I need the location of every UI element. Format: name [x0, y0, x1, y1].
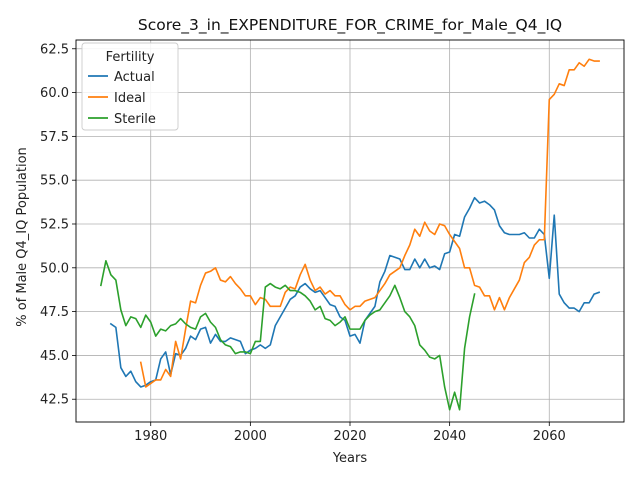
- legend-label-sterile: Sterile: [114, 112, 156, 127]
- y-tick-label: 57.5: [40, 130, 69, 145]
- legend: Fertility Actual Ideal Sterile: [81, 42, 179, 131]
- legend-title: Fertility: [106, 50, 155, 65]
- legend-label-actual: Actual: [114, 70, 155, 85]
- y-tick-label: 60.0: [40, 86, 69, 101]
- x-tick-label: 1980: [134, 429, 167, 444]
- y-tick-label: 45.0: [40, 349, 69, 364]
- y-tick-label: 55.0: [40, 174, 69, 189]
- x-tick-label: 2020: [333, 429, 366, 444]
- x-tick-label: 2040: [433, 429, 466, 444]
- y-tick-label: 52.5: [40, 217, 69, 232]
- series-line-sterile: [99, 259, 476, 411]
- series-line-actual: [109, 196, 601, 388]
- y-tick-label: 62.5: [40, 42, 69, 57]
- series-line-ideal: [139, 58, 600, 388]
- x-axis-ticks: 1980 2000 2020 2040 2060: [134, 422, 566, 444]
- y-axis-ticks: 42.5 45.0 47.5 50.0 52.5 55.0 57.5 60.0 62.5: [40, 42, 76, 408]
- chart-title: Score_3_in_EXPENDITURE_FOR_CRIME_for_Mal…: [138, 16, 562, 35]
- series-lines: [99, 58, 601, 411]
- x-tick-label: 2060: [533, 429, 566, 444]
- y-tick-label: 50.0: [40, 261, 69, 276]
- grid: [76, 40, 624, 422]
- y-tick-label: 47.5: [40, 305, 69, 320]
- legend-box: [81, 42, 179, 131]
- legend-entries: Actual Ideal Sterile: [88, 70, 156, 127]
- y-axis-label: % of Male Q4_IQ Population: [15, 147, 30, 327]
- y-tick-label: 42.5: [40, 393, 69, 408]
- x-tick-label: 2000: [234, 429, 267, 444]
- x-axis-label: Years: [332, 451, 368, 466]
- legend-label-ideal: Ideal: [114, 91, 146, 106]
